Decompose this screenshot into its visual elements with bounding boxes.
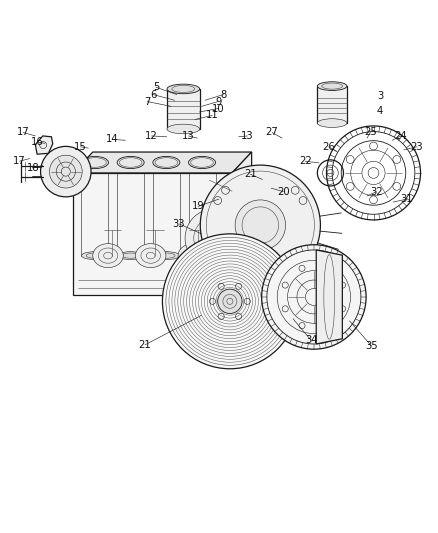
Ellipse shape	[178, 244, 208, 268]
Text: 21: 21	[244, 169, 257, 179]
Text: 7: 7	[144, 96, 150, 107]
Circle shape	[162, 234, 297, 369]
FancyBboxPatch shape	[318, 86, 347, 123]
Text: 35: 35	[365, 341, 378, 351]
Polygon shape	[316, 250, 343, 344]
Text: 26: 26	[322, 142, 335, 152]
Text: 27: 27	[266, 127, 279, 138]
Ellipse shape	[318, 119, 347, 127]
Circle shape	[49, 155, 82, 188]
Ellipse shape	[318, 82, 347, 91]
Text: 17: 17	[13, 156, 26, 166]
Polygon shape	[73, 152, 252, 173]
Text: 13: 13	[182, 131, 195, 141]
Text: 14: 14	[106, 134, 119, 144]
Text: 16: 16	[31, 137, 43, 147]
Text: 19: 19	[192, 201, 205, 212]
Text: 33: 33	[173, 219, 185, 229]
Text: 10: 10	[212, 103, 224, 114]
Text: 3: 3	[377, 91, 383, 101]
Text: 11: 11	[206, 110, 219, 120]
Text: 18: 18	[26, 163, 39, 173]
Circle shape	[235, 200, 286, 251]
Text: 12: 12	[145, 131, 158, 141]
Text: 21: 21	[139, 340, 152, 350]
Ellipse shape	[117, 252, 144, 260]
Text: 24: 24	[395, 131, 407, 141]
Ellipse shape	[135, 244, 166, 268]
Ellipse shape	[167, 84, 200, 94]
FancyBboxPatch shape	[167, 89, 200, 129]
Text: 20: 20	[277, 187, 290, 197]
Text: 31: 31	[401, 194, 413, 204]
Text: 23: 23	[411, 142, 424, 152]
Text: 6: 6	[150, 90, 156, 100]
Text: 34: 34	[305, 335, 318, 345]
Ellipse shape	[93, 244, 123, 268]
Text: 22: 22	[299, 156, 311, 166]
Circle shape	[185, 208, 244, 268]
Text: 4: 4	[377, 106, 383, 116]
Circle shape	[218, 289, 242, 313]
Circle shape	[200, 165, 321, 285]
Ellipse shape	[81, 252, 109, 260]
Polygon shape	[73, 173, 232, 295]
Polygon shape	[35, 136, 53, 154]
Circle shape	[41, 147, 91, 197]
Text: 13: 13	[241, 131, 254, 141]
Text: 32: 32	[370, 187, 383, 197]
Polygon shape	[232, 152, 252, 295]
Circle shape	[261, 245, 366, 349]
Text: 15: 15	[74, 142, 87, 152]
Ellipse shape	[153, 252, 180, 260]
Text: 25: 25	[364, 127, 377, 138]
Ellipse shape	[188, 252, 215, 260]
Text: 9: 9	[215, 96, 221, 107]
Text: 5: 5	[153, 82, 159, 92]
Text: 8: 8	[220, 90, 226, 100]
Text: 17: 17	[17, 127, 29, 138]
Ellipse shape	[167, 124, 200, 134]
